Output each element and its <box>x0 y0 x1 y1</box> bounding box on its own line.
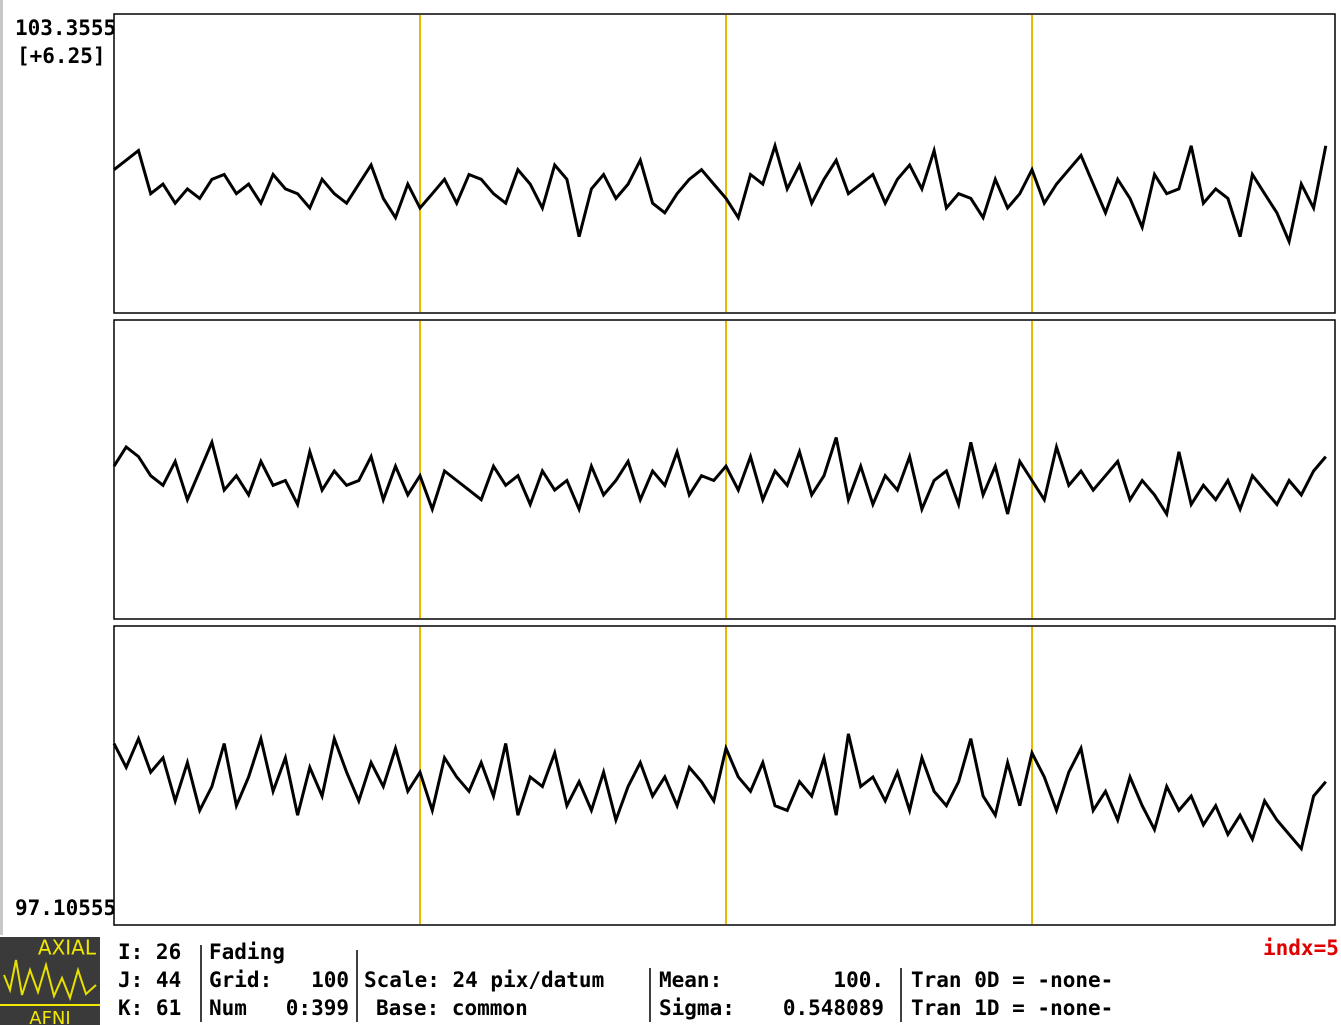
time-series <box>113 140 1328 247</box>
logo-view: AXIAL <box>38 936 97 960</box>
graph-panel <box>113 319 1336 620</box>
tran-1d[interactable]: Tran 1D = -none- <box>911 996 1113 1020</box>
grid-value: 100 <box>311 968 349 992</box>
sigma-label: Sigma: <box>659 996 735 1020</box>
left-border <box>0 0 3 935</box>
tran-0d[interactable]: Tran 0D = -none- <box>911 968 1113 992</box>
logo[interactable]: AXIAL AFNI <box>0 936 100 1025</box>
index-label: indx=5 <box>1263 936 1339 960</box>
num-value: 0:399 <box>286 996 349 1020</box>
voxel-j: J: 44 <box>118 968 181 992</box>
graph-panel <box>113 625 1336 926</box>
logo-name: AFNI <box>29 1008 70 1025</box>
num-label: Num <box>209 996 247 1020</box>
mean-label: Mean: <box>659 968 722 992</box>
voxel-k: K: 61 <box>118 996 181 1020</box>
fading[interactable]: Fading <box>209 940 285 964</box>
sigma-value: 0.548089 <box>783 996 884 1020</box>
base: Base: common <box>376 996 528 1020</box>
grid-label: Grid: <box>209 968 272 992</box>
mean-value: 100. <box>833 968 884 992</box>
time-series <box>112 437 1327 518</box>
logo-wave <box>3 959 97 1002</box>
y-top-label: 103.3555 <box>15 16 116 40</box>
scale: Scale: 24 pix/datum <box>364 968 604 992</box>
offset-label: [+6.25] <box>17 44 106 68</box>
voxel-i: I: 26 <box>118 940 181 964</box>
graph-panel <box>113 13 1336 314</box>
time-series <box>112 733 1327 852</box>
y-bottom-label: 97.10555 <box>15 896 116 920</box>
